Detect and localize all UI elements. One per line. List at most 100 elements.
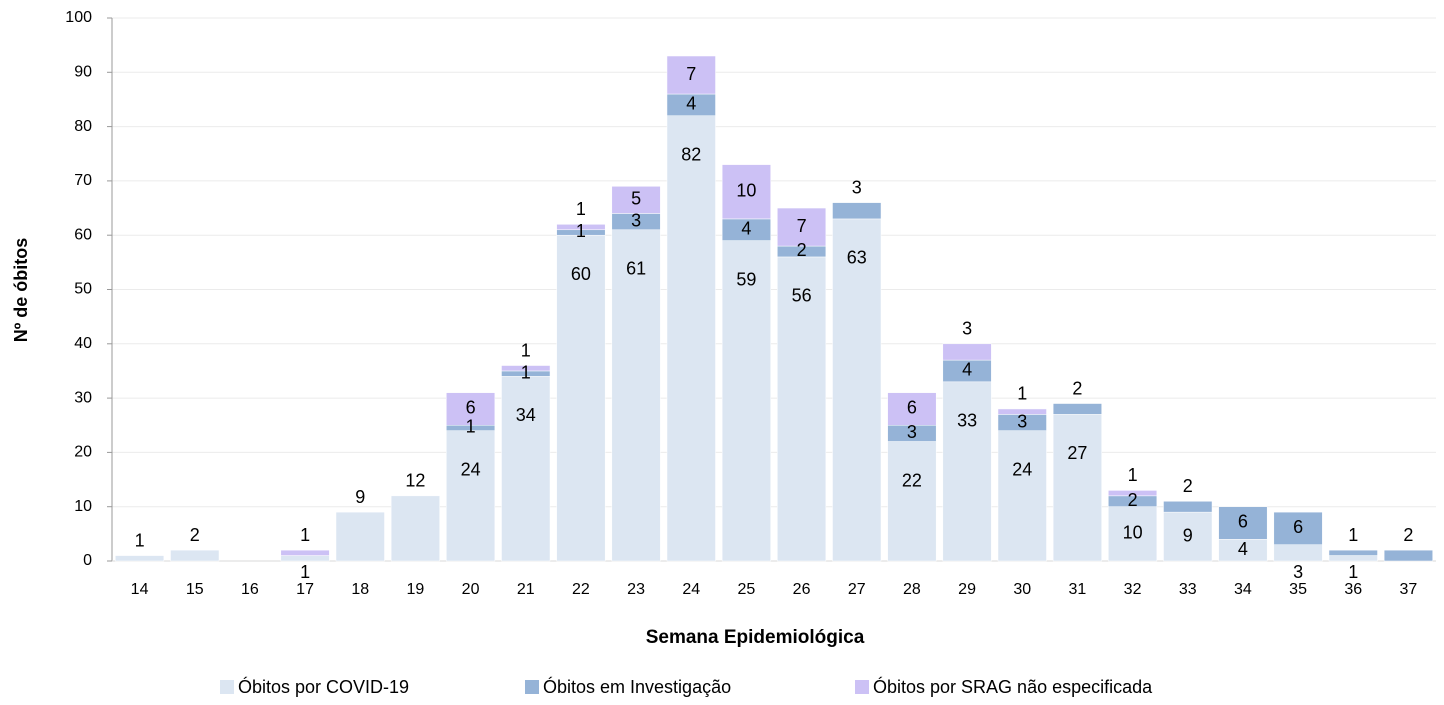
bar-segment (611, 186, 661, 214)
bar-segment (721, 164, 771, 220)
x-tick-label: 29 (958, 581, 976, 598)
data-label: 1 (1017, 384, 1027, 404)
x-tick-label: 36 (1344, 581, 1362, 598)
legend-swatch (220, 680, 234, 694)
y-tick-label: 30 (74, 389, 92, 406)
data-label: 6 (1293, 517, 1303, 537)
bar-segment (1052, 403, 1102, 415)
bar-segment (832, 218, 882, 562)
bar-segment (1052, 414, 1102, 562)
x-tick-label: 23 (627, 581, 645, 598)
data-label: 12 (405, 471, 425, 491)
bar-segment (777, 256, 827, 562)
y-tick-label: 80 (74, 118, 92, 135)
data-label: 27 (1067, 443, 1087, 463)
x-tick-label: 34 (1234, 581, 1252, 598)
bar-segment (335, 511, 385, 562)
bar-segment (997, 408, 1047, 415)
data-label: 1 (521, 340, 531, 360)
bar-segment (556, 234, 606, 562)
data-label: 3 (852, 177, 862, 197)
x-tick-label: 21 (517, 581, 535, 598)
bar-segment (942, 343, 992, 361)
data-label: 1 (576, 221, 586, 241)
data-label: 6 (466, 398, 476, 418)
bar-segment (1163, 501, 1213, 513)
bar-segment (832, 202, 882, 220)
data-label: 4 (1238, 539, 1248, 559)
x-tick-label: 26 (793, 581, 811, 598)
x-tick-label: 32 (1124, 581, 1142, 598)
bar-segment (1328, 549, 1378, 556)
data-label: 1 (521, 362, 531, 382)
x-tick-label: 18 (351, 581, 369, 598)
y-tick-label: 10 (74, 498, 92, 515)
x-tick-label: 35 (1289, 581, 1307, 598)
x-tick-label: 30 (1013, 581, 1031, 598)
x-tick-label: 33 (1179, 581, 1197, 598)
data-label: 7 (686, 64, 696, 84)
data-label: 4 (962, 360, 972, 380)
y-tick-label: 60 (74, 226, 92, 243)
data-label: 10 (736, 181, 756, 201)
x-tick-label: 27 (848, 581, 866, 598)
data-label: 6 (907, 398, 917, 418)
bar-segment (501, 376, 551, 562)
bar-segment (666, 115, 716, 562)
x-tick-label: 14 (131, 581, 149, 598)
data-label: 2 (1183, 476, 1193, 496)
data-label: 5 (631, 189, 641, 209)
data-label: 1 (300, 525, 310, 545)
bar-segment (887, 392, 937, 426)
bar-segment (1218, 506, 1268, 540)
bar-segment (611, 229, 661, 562)
data-label: 82 (681, 144, 701, 164)
bar-segment (1163, 511, 1213, 562)
bar-segment (777, 207, 827, 247)
x-tick-label: 37 (1400, 581, 1418, 598)
data-label: 33 (957, 411, 977, 431)
data-label: 60 (571, 264, 591, 284)
y-tick-label: 20 (74, 444, 92, 461)
bar-segment (1328, 555, 1378, 562)
x-tick-label: 28 (903, 581, 921, 598)
bar-segment (721, 240, 771, 562)
x-tick-label: 19 (407, 581, 425, 598)
bar-segment (666, 55, 716, 95)
data-label: 1 (466, 417, 476, 437)
data-label: 3 (1017, 411, 1027, 431)
x-tick-label: 31 (1069, 581, 1087, 598)
legend-label: Óbitos em Investigação (543, 676, 731, 697)
y-tick-label: 50 (74, 281, 92, 298)
data-label: 2 (1128, 490, 1138, 510)
data-label: 1 (1128, 465, 1138, 485)
data-label: 4 (686, 94, 696, 114)
data-label: 24 (461, 459, 481, 479)
data-label: 3 (962, 319, 972, 339)
x-tick-label: 24 (682, 581, 700, 598)
data-label: 9 (355, 487, 365, 507)
bar-segment (997, 430, 1047, 562)
bar-segment (1108, 506, 1158, 562)
bar-segment (887, 441, 937, 562)
data-label: 3 (631, 210, 641, 230)
bar-segment (501, 365, 551, 372)
data-label: 22 (902, 470, 922, 490)
y-tick-label: 40 (74, 335, 92, 352)
data-label: 56 (792, 286, 812, 306)
legend-swatch (525, 680, 539, 694)
bar-segment (115, 555, 165, 562)
x-axis-title: Semana Epidemiológica (646, 627, 865, 648)
data-label: 4 (741, 219, 751, 239)
data-label: 24 (1012, 459, 1032, 479)
data-label: 1 (576, 199, 586, 219)
bar-segment (446, 430, 496, 562)
bar-segment (280, 549, 330, 556)
bar-segment (1273, 511, 1323, 545)
data-label: 2 (1072, 378, 1082, 398)
bar-segment (280, 555, 330, 562)
data-label: 2 (190, 525, 200, 545)
y-tick-label: 100 (65, 9, 92, 26)
bar-segment (556, 224, 606, 231)
